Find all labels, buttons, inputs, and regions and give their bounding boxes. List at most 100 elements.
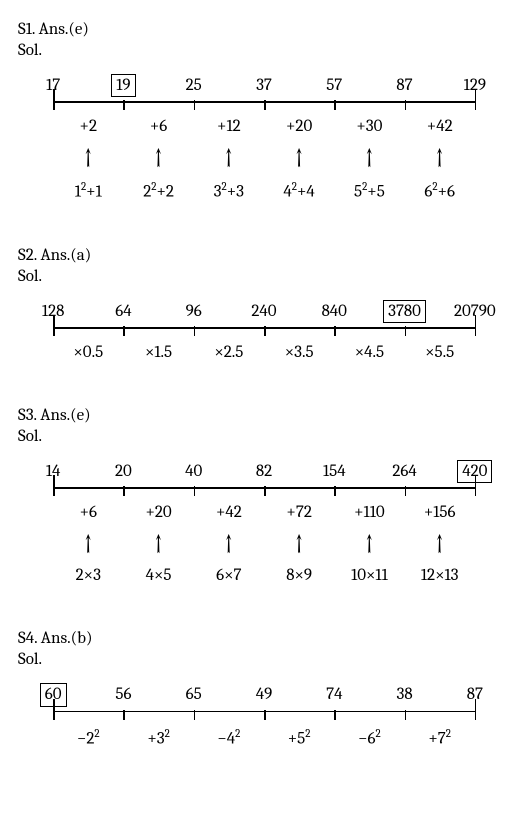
number-line-segment — [53, 101, 475, 103]
up-arrow-icon: ↑ — [224, 530, 233, 560]
sequence-term: 87 — [369, 76, 439, 95]
term-text: 64 — [115, 302, 131, 321]
term-text: 840 — [322, 302, 347, 321]
operations-row: +2+6+12+20+30+42 — [18, 117, 510, 136]
arrow-cell: ↑ — [123, 144, 193, 174]
number-line-segment — [53, 327, 475, 329]
answer-header: S4. Ans.(b) — [18, 629, 510, 648]
arrow-cell: ↑ — [405, 530, 475, 560]
up-arrow-icon: ↑ — [295, 144, 304, 174]
source-row: 2×34×56×78×910×1112×13 — [18, 566, 510, 585]
sequence-term: 19 — [88, 74, 158, 97]
sequence-term: 57 — [299, 76, 369, 95]
arrow-cell: ↑ — [53, 530, 123, 560]
sequence-term: 37 — [229, 76, 299, 95]
arrow-cell: ↑ — [264, 144, 334, 174]
term-text: 264 — [392, 462, 416, 481]
source-expression: 12×13 — [405, 566, 475, 585]
tick-mark — [475, 710, 477, 720]
sequence-term: 264 — [369, 462, 439, 481]
arrows-row: ↑↑↑↑↑↑ — [18, 530, 510, 560]
up-arrow-icon: ↑ — [84, 144, 93, 174]
sequence-term: 49 — [229, 685, 299, 704]
source-expression: 10×11 — [334, 566, 404, 585]
term-text: 154 — [323, 462, 346, 481]
term-text: 82 — [256, 462, 272, 481]
solution-label: Sol. — [18, 427, 510, 446]
answer-header: S3. Ans.(e) — [18, 406, 510, 425]
operation: +12 — [194, 117, 264, 136]
solution-block-s1: S1. Ans.(e)Sol.171925375787129+2+6+12+20… — [18, 20, 510, 202]
sequence-term: 64 — [88, 302, 158, 321]
arrows-row: ↑↑↑↑↑↑ — [18, 144, 510, 174]
arrow-cell: ↑ — [194, 530, 264, 560]
term-text: 240 — [251, 302, 276, 321]
end-tick — [475, 475, 477, 487]
up-arrow-icon: ↑ — [84, 530, 93, 560]
term-text: 74 — [326, 685, 342, 704]
arrow-cell: ↑ — [334, 144, 404, 174]
operation: +20 — [123, 503, 193, 522]
term-text: 57 — [326, 76, 342, 95]
operation: +42 — [194, 503, 264, 522]
operation: +72 — [405, 727, 475, 749]
sequence-term: 840 — [299, 302, 369, 321]
tick-mark — [475, 486, 477, 496]
sequence-term: 65 — [159, 685, 229, 704]
sequence-row: 14204082154264420 — [18, 460, 510, 483]
operation: +156 — [405, 503, 475, 522]
answer-header: S1. Ans.(e) — [18, 20, 510, 39]
end-tick — [475, 699, 477, 711]
answer-header: S2. Ans.(a) — [18, 246, 510, 265]
sequence-row: 1286496240840378020790 — [18, 300, 510, 323]
term-text: 25 — [186, 76, 202, 95]
source-expression: 6×7 — [194, 566, 264, 585]
operation: ×5.5 — [405, 343, 475, 362]
term-text: 87 — [396, 76, 412, 95]
end-tick — [53, 89, 55, 101]
boxed-answer: 19 — [111, 74, 135, 97]
term-text: 96 — [186, 302, 202, 321]
number-line — [18, 101, 510, 113]
up-arrow-icon: ↑ — [435, 530, 444, 560]
tick-mark — [475, 100, 477, 110]
solution-block-s4: S4. Ans.(b)Sol.60566549743887−22+32−42+5… — [18, 629, 510, 748]
arrow-cell: ↑ — [334, 530, 404, 560]
arrow-cell: ↑ — [194, 144, 264, 174]
operations-row: +6+20+42+72+110+156 — [18, 503, 510, 522]
end-tick — [53, 315, 55, 327]
number-line-segment — [53, 487, 475, 489]
term-text: 65 — [186, 685, 202, 704]
source-expression: 52+5 — [334, 180, 404, 202]
operation: +42 — [405, 117, 475, 136]
solution-label: Sol. — [18, 41, 510, 60]
sequence-row: 60566549743887 — [18, 683, 510, 706]
sequence-term: 82 — [229, 462, 299, 481]
operation: −42 — [194, 727, 264, 749]
term-text: 56 — [115, 685, 131, 704]
solution-label: Sol. — [18, 650, 510, 669]
operation: −22 — [53, 727, 123, 749]
up-arrow-icon: ↑ — [154, 530, 163, 560]
sequence-term: 3780 — [369, 300, 439, 323]
up-arrow-icon: ↑ — [154, 144, 163, 174]
end-tick — [475, 315, 477, 327]
source-expression: 22+2 — [123, 180, 193, 202]
operation: ×1.5 — [123, 343, 193, 362]
operation: ×2.5 — [194, 343, 264, 362]
operation: ×0.5 — [53, 343, 123, 362]
up-arrow-icon: ↑ — [365, 530, 374, 560]
sequence-row: 171925375787129 — [18, 74, 510, 97]
term-text: 40 — [185, 462, 202, 481]
number-line — [18, 487, 510, 499]
number-line — [18, 711, 510, 723]
operation: −62 — [334, 727, 404, 749]
source-expression: 42+4 — [264, 180, 334, 202]
end-tick — [53, 699, 55, 711]
source-expression: 12+1 — [53, 180, 123, 202]
number-line — [18, 327, 510, 339]
operations-row: −22+32−42+52−62+72 — [18, 727, 510, 749]
operation: +2 — [53, 117, 123, 136]
number-line-segment — [53, 711, 475, 713]
arrow-cell: ↑ — [405, 144, 475, 174]
